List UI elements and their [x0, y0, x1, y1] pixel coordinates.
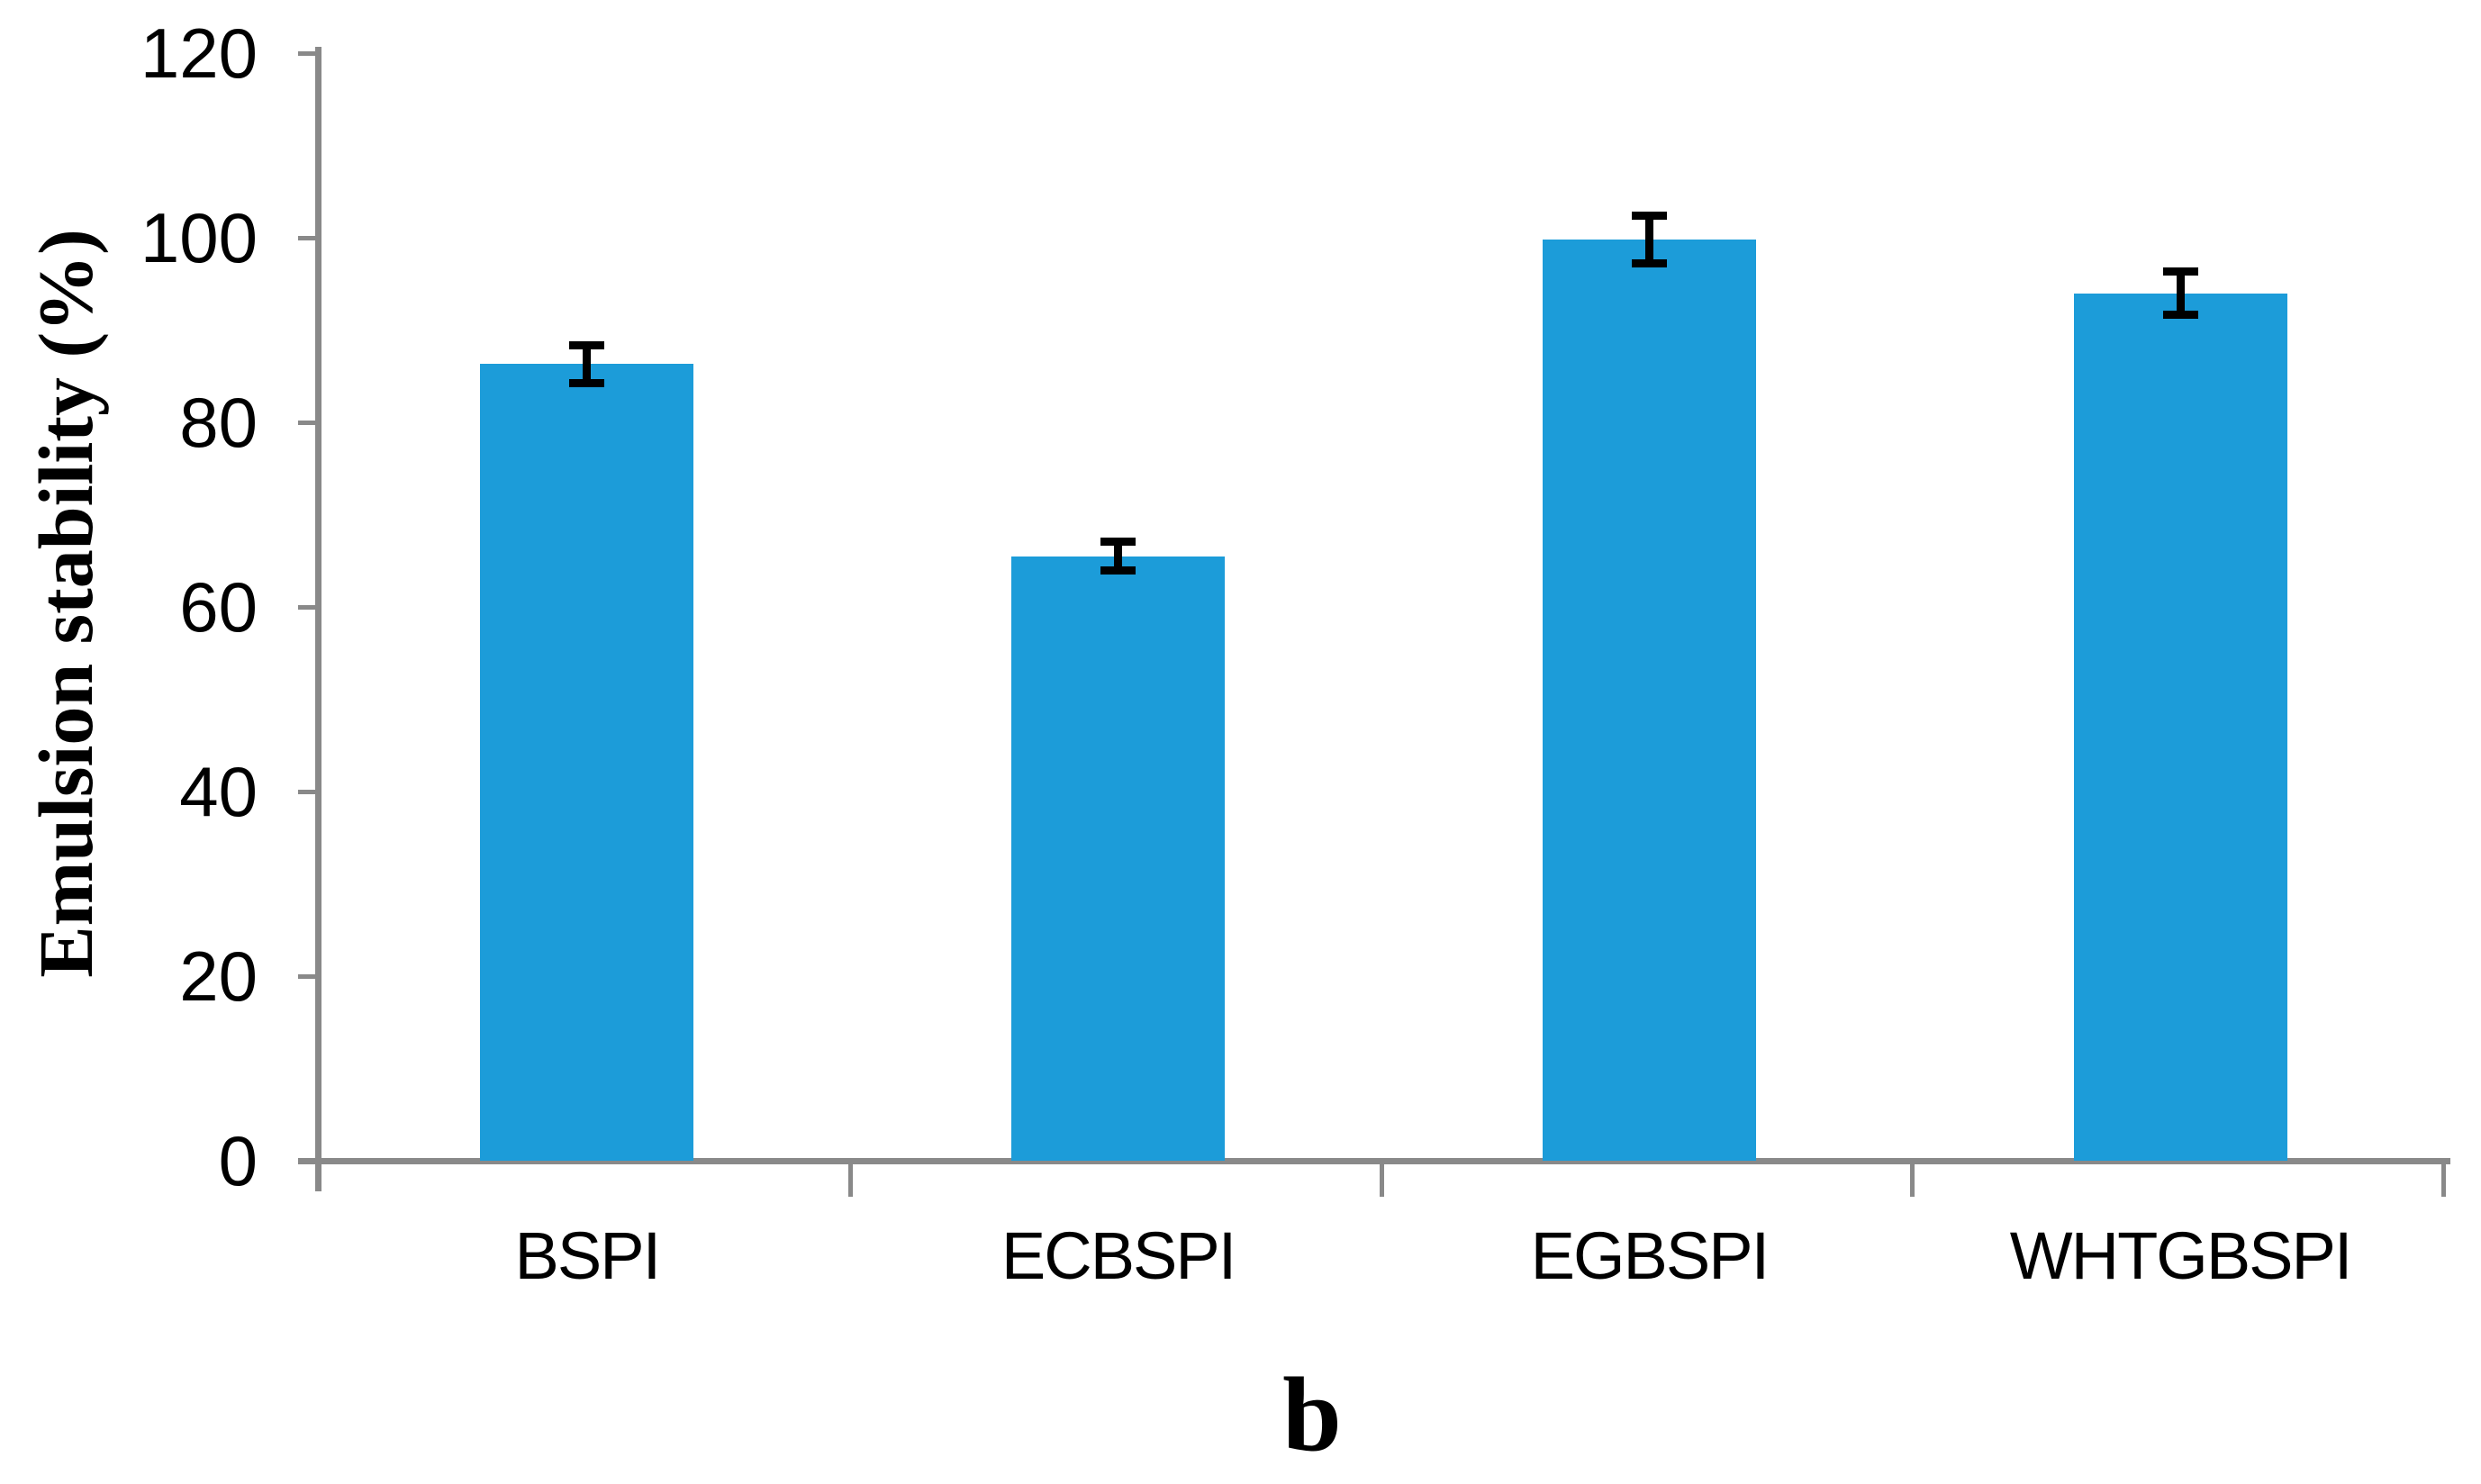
x-axis-line	[298, 1158, 2450, 1164]
x-boundary-tick	[847, 1164, 853, 1197]
bar-whtgbspi	[2073, 293, 2287, 1161]
x-category-label-whtgbspi: WHTGBSPI	[2009, 1218, 2353, 1293]
y-tick-label: 120	[140, 14, 258, 93]
x-category-label-egbspi: EGBSPI	[1530, 1218, 1770, 1293]
y-tick-label: 40	[179, 752, 258, 831]
y-tick-mark	[298, 51, 321, 56]
error-bar-line	[1644, 212, 1653, 267]
error-bar-cap-top	[1631, 212, 1667, 221]
y-tick-mark	[298, 236, 321, 240]
chart-caption: b	[1282, 1355, 1342, 1473]
error-bar-cap-top	[1100, 538, 1136, 547]
y-tick-mark	[298, 790, 321, 794]
error-bar-cap-top	[2162, 267, 2198, 276]
error-bar-cap-bottom	[569, 379, 605, 388]
x-category-label-ecbspi: ECBSPI	[1001, 1218, 1236, 1293]
error-bar-line	[583, 340, 592, 388]
y-tick-label: 100	[140, 198, 258, 277]
x-boundary-tick	[1910, 1164, 1915, 1197]
error-bar-cap-top	[569, 340, 605, 349]
y-tick-label: 20	[179, 937, 258, 1016]
error-bar-line	[2176, 267, 2185, 320]
y-tick-mark	[298, 974, 321, 979]
y-axis-line	[315, 47, 321, 1191]
y-tick-label: 60	[179, 567, 258, 647]
y-tick-mark	[298, 1159, 321, 1163]
error-bar-cap-bottom	[1100, 566, 1136, 575]
y-tick-label: 0	[218, 1121, 258, 1200]
y-tick-label: 80	[179, 383, 258, 462]
x-category-label-bspi: BSPI	[514, 1218, 662, 1293]
error-bar-line	[1114, 538, 1123, 575]
x-boundary-tick	[2441, 1164, 2446, 1197]
y-tick-mark	[298, 605, 321, 610]
error-bar-cap-bottom	[1631, 258, 1667, 267]
bar-ecbspi	[1011, 556, 1226, 1161]
bar-egbspi	[1542, 240, 1756, 1161]
bar-bspi	[480, 364, 694, 1161]
error-bar-cap-bottom	[2162, 311, 2198, 320]
x-boundary-tick	[1379, 1164, 1384, 1197]
y-tick-mark	[298, 421, 321, 425]
